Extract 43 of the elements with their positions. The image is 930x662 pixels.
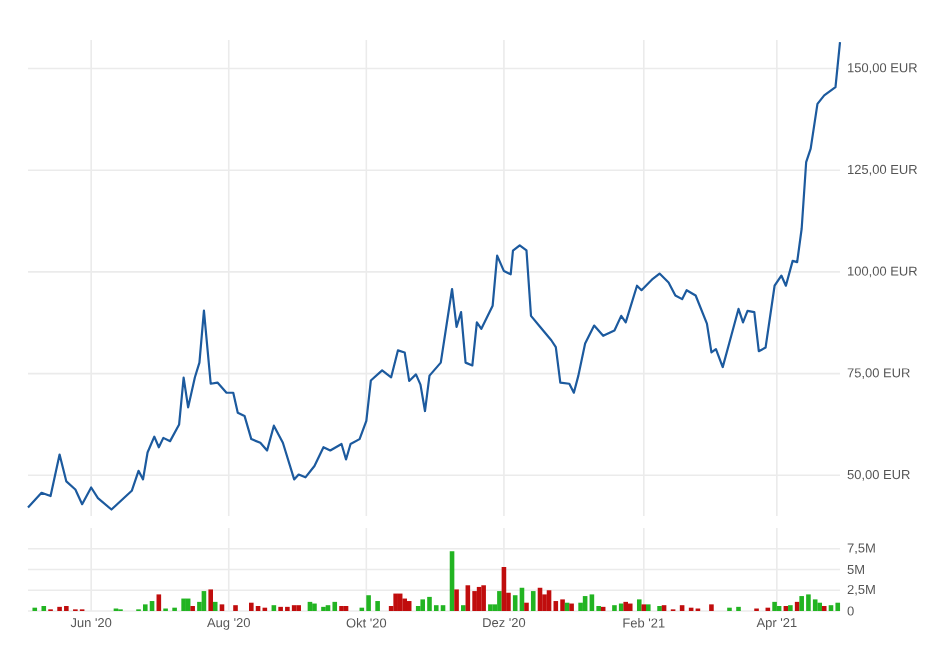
bar	[542, 594, 547, 611]
bar	[427, 596, 432, 611]
bar	[709, 604, 714, 611]
bar	[641, 604, 647, 611]
bar	[488, 604, 493, 611]
bar	[578, 602, 583, 611]
bar	[497, 591, 502, 611]
bar	[219, 604, 225, 611]
bar	[835, 602, 841, 611]
bar	[375, 601, 380, 611]
bar	[249, 602, 254, 611]
bar	[530, 591, 536, 611]
bar	[332, 601, 338, 611]
bar	[560, 599, 565, 611]
bar	[454, 589, 459, 611]
bar	[623, 601, 629, 611]
bar	[142, 604, 148, 611]
bar	[799, 596, 804, 611]
bar	[296, 605, 301, 611]
bar	[433, 605, 439, 611]
bar	[812, 599, 818, 611]
bar	[366, 595, 371, 611]
bar	[612, 605, 617, 611]
bar	[772, 601, 777, 611]
bar	[636, 599, 642, 611]
bar	[402, 598, 407, 611]
bar	[212, 601, 218, 611]
bar	[481, 585, 486, 611]
bar	[461, 605, 466, 611]
bar	[627, 603, 633, 611]
bar	[181, 598, 186, 611]
bar	[806, 594, 811, 611]
bar	[472, 591, 477, 611]
bar	[512, 595, 518, 611]
line-series	[26, 40, 842, 511]
bar	[524, 602, 529, 611]
bar	[393, 593, 398, 611]
bar	[208, 589, 213, 611]
bar	[788, 605, 793, 611]
bar	[233, 605, 238, 611]
bar	[312, 603, 317, 611]
bar	[420, 599, 426, 611]
bar	[569, 603, 574, 611]
